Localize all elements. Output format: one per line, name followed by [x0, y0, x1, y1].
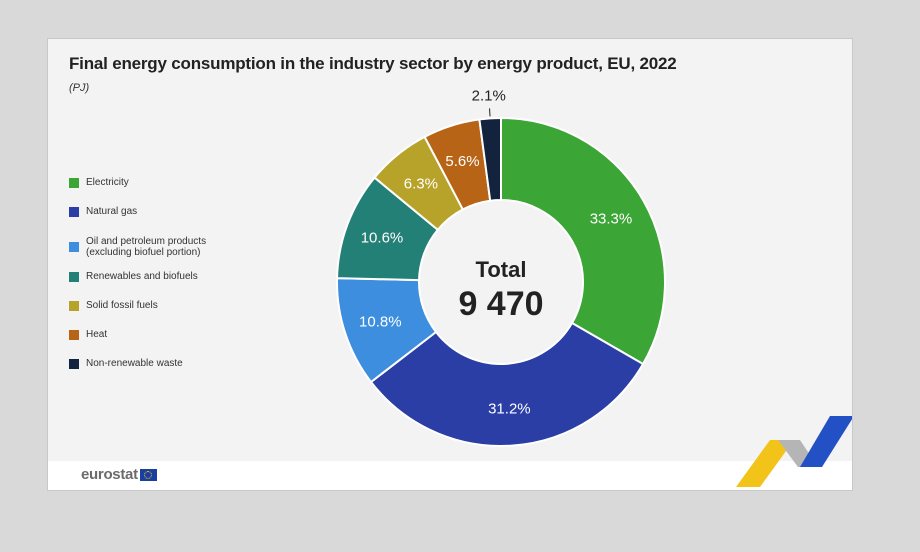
- legend-label: Heat: [86, 329, 108, 340]
- value-label-electricity: 33.3%: [590, 211, 633, 228]
- legend-item-non-renewable-waste[interactable]: Non-renewable waste: [69, 358, 183, 369]
- legend-item-electricity[interactable]: Electricity: [69, 177, 129, 188]
- decorative-chevron: [736, 416, 852, 487]
- donut-chart: 33.3% 31.2% 10.8% 10.6% 6.3% 5.6% 2.1% Total 9…: [336, 87, 852, 487]
- slice-natural-gas[interactable]: [369, 321, 645, 447]
- leader-line-non-renewable-waste: [489, 108, 491, 117]
- slice-non-renewable-waste[interactable]: [478, 116, 502, 202]
- value-label-heat: 5.6%: [445, 153, 479, 170]
- legend-swatch: [69, 206, 79, 217]
- value-label-solid-fossil: 6.3%: [404, 175, 438, 192]
- legend-item-renewables[interactable]: Renewables and biofuels: [69, 271, 198, 282]
- footer-strip: [48, 461, 852, 490]
- chevron-blue-stroke: [800, 416, 852, 467]
- percentage-labels: 33.3% 31.2% 10.8% 10.6% 6.3% 5.6% 2.1%: [359, 87, 632, 417]
- eurostat-logo: eurostat: [81, 466, 157, 483]
- legend-label: Natural gas: [86, 206, 138, 217]
- chart-title: Final energy consumption in the industry…: [69, 54, 677, 73]
- value-label-oil-petroleum: 10.8%: [359, 313, 402, 330]
- center-total-value: 9 470: [458, 285, 543, 323]
- chevron-yellow-stroke: [736, 440, 794, 487]
- legend-label: Electricity: [86, 177, 129, 188]
- legend-item-solid-fossil[interactable]: Solid fossil fuels: [69, 300, 158, 311]
- legend-swatch: [69, 329, 79, 340]
- legend-item-oil-petroleum[interactable]: Oil and petroleum products (excluding bi…: [69, 236, 206, 258]
- legend-swatch: [69, 300, 79, 311]
- legend-item-heat[interactable]: Heat: [69, 329, 107, 340]
- chart-card: Final energy consumption in the industry…: [47, 38, 853, 491]
- center-total-label: Total: [476, 257, 527, 282]
- legend-label: Solid fossil fuels: [86, 300, 158, 311]
- legend-label: Non-renewable waste: [86, 358, 183, 369]
- legend-label: Oil and petroleum products (excluding bi…: [86, 236, 207, 258]
- eu-flag-icon: [139, 468, 157, 481]
- slice-electricity[interactable]: [500, 116, 666, 366]
- legend: Electricity Natural gas Oil and petroleu…: [69, 39, 289, 490]
- legend-swatch: [69, 242, 79, 252]
- chart-unit: (PJ): [69, 82, 90, 94]
- legend-swatch: [69, 358, 79, 369]
- eurostat-wordmark: eurostat: [81, 466, 138, 483]
- legend-swatch: [69, 177, 79, 188]
- value-label-natural-gas: 31.2%: [488, 401, 531, 418]
- legend-item-natural-gas[interactable]: Natural gas: [69, 206, 137, 217]
- value-label-renewables: 10.6%: [361, 230, 404, 247]
- value-label-non-renewable-waste: 2.1%: [472, 87, 506, 104]
- donut-slices: [336, 116, 666, 447]
- legend-label: Renewables and biofuels: [86, 271, 198, 282]
- legend-swatch: [69, 271, 79, 282]
